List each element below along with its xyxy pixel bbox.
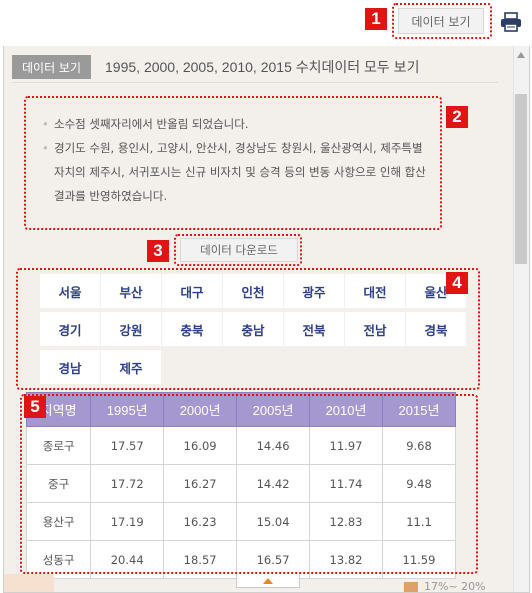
- scroll-up-icon[interactable]: [517, 52, 525, 58]
- legend-swatch: [404, 581, 418, 592]
- table-header-cell: 2015년: [381, 392, 457, 427]
- scroll-thumb[interactable]: [515, 94, 527, 264]
- table-cell: 11.74: [309, 464, 383, 503]
- region-button[interactable]: 광주: [284, 274, 344, 308]
- annotation-badge-2: 2: [446, 106, 468, 128]
- legend-label: 17%~ 20%: [424, 580, 486, 593]
- annotation-box-4: [16, 268, 480, 390]
- region-button[interactable]: 부산: [101, 274, 161, 308]
- data-view-tab[interactable]: 데이터 보기: [12, 55, 92, 79]
- table-cell: 16.23: [163, 502, 238, 541]
- table-cell: 12.83: [309, 502, 383, 541]
- region-button[interactable]: 대전: [345, 274, 405, 308]
- region-button[interactable]: 전북: [284, 312, 344, 346]
- annotation-box-5: [20, 394, 478, 574]
- table-row: 용산구 17.19 16.23 15.04 12.83 11.1: [25, 502, 457, 541]
- map-fragment: [4, 574, 54, 592]
- annotation-badge-5: 5: [24, 396, 46, 418]
- region-button[interactable]: 충북: [162, 312, 222, 346]
- region-button[interactable]: 전남: [345, 312, 405, 346]
- note-item: 경기도 수원, 용인시, 고양시, 안산시, 경상남도 창원시, 울산광역시, …: [42, 136, 430, 208]
- top-data-view-button[interactable]: 데이터 보기: [398, 8, 484, 34]
- table-body: 종로구 17.57 16.09 14.46 11.97 9.68 중구 17.72 16.27 1…: [25, 426, 457, 579]
- annotation-box-1: [392, 3, 492, 39]
- data-download-button[interactable]: 데이터 다운로드: [180, 238, 298, 262]
- table-cell: 종로구: [25, 426, 92, 465]
- region-button[interactable]: 경기: [40, 312, 100, 346]
- note-item: 소수점 셋째자리에서 반올림 되었습니다.: [42, 112, 430, 136]
- region-selector: 서울 부산 대구 인천 광주 대전 울산 경기 강원 충북 충남 전북 전남 경북 경남 제주: [18, 268, 480, 388]
- table-header-cell: 2005년: [236, 392, 311, 427]
- annotation-badge-3: 3: [147, 240, 169, 262]
- panel-header: 데이터 보기 1995, 2000, 2005, 2010, 2015 수치데이…: [12, 54, 504, 80]
- region-button[interactable]: 경북: [406, 312, 466, 346]
- collapse-tab[interactable]: [236, 574, 300, 588]
- chevron-up-icon: [263, 577, 273, 584]
- legend-fragment: 17%~ 20%: [404, 580, 486, 593]
- region-grid: 서울 부산 대구 인천 광주 대전 울산 경기 강원 충북 충남 전북 전남 경북 경남 제주: [40, 274, 466, 384]
- table-cell: 16.27: [163, 464, 238, 503]
- region-button[interactable]: 서울: [40, 274, 100, 308]
- annotation-box-2: [24, 96, 442, 230]
- region-button[interactable]: 충남: [223, 312, 283, 346]
- annotation-badge-4: 4: [446, 272, 468, 294]
- region-button[interactable]: 대구: [162, 274, 222, 308]
- table-cell: 17.72: [90, 464, 165, 503]
- divider: [12, 82, 498, 83]
- table-row: 중구 17.72 16.27 14.42 11.74 9.48: [25, 464, 457, 503]
- notes-box: 소수점 셋째자리에서 반올림 되었습니다. 경기도 수원, 용인시, 고양시, …: [28, 98, 440, 230]
- vertical-scrollbar[interactable]: [513, 46, 529, 592]
- table-cell: 11.1: [381, 502, 457, 541]
- table-cell: 용산구: [25, 502, 92, 541]
- region-button[interactable]: 경남: [40, 350, 100, 384]
- region-button[interactable]: 강원: [101, 312, 161, 346]
- years-summary-text: 1995, 2000, 2005, 2010, 2015 수치데이터 모두 보기: [105, 59, 420, 75]
- annotation-badge-1: 1: [365, 8, 387, 30]
- data-table: 지역명 1995년 2000년 2005년 2010년 2015년 종로구 17.57 16.…: [25, 392, 457, 579]
- table-cell: 9.68: [381, 426, 457, 465]
- region-button[interactable]: 제주: [101, 350, 161, 384]
- data-panel: 데이터 보기 1995, 2000, 2005, 2010, 2015 수치데이…: [3, 46, 530, 593]
- printer-icon[interactable]: [500, 12, 522, 32]
- table-header-cell: 1995년: [90, 392, 165, 427]
- table-row: 종로구 17.57 16.09 14.46 11.97 9.68: [25, 426, 457, 465]
- annotation-box-3: [174, 234, 302, 266]
- table-cell: 14.42: [236, 464, 311, 503]
- data-table-wrap: 지역명 1995년 2000년 2005년 2010년 2015년 종로구 17.57 16.…: [22, 392, 478, 579]
- region-button[interactable]: 인천: [223, 274, 283, 308]
